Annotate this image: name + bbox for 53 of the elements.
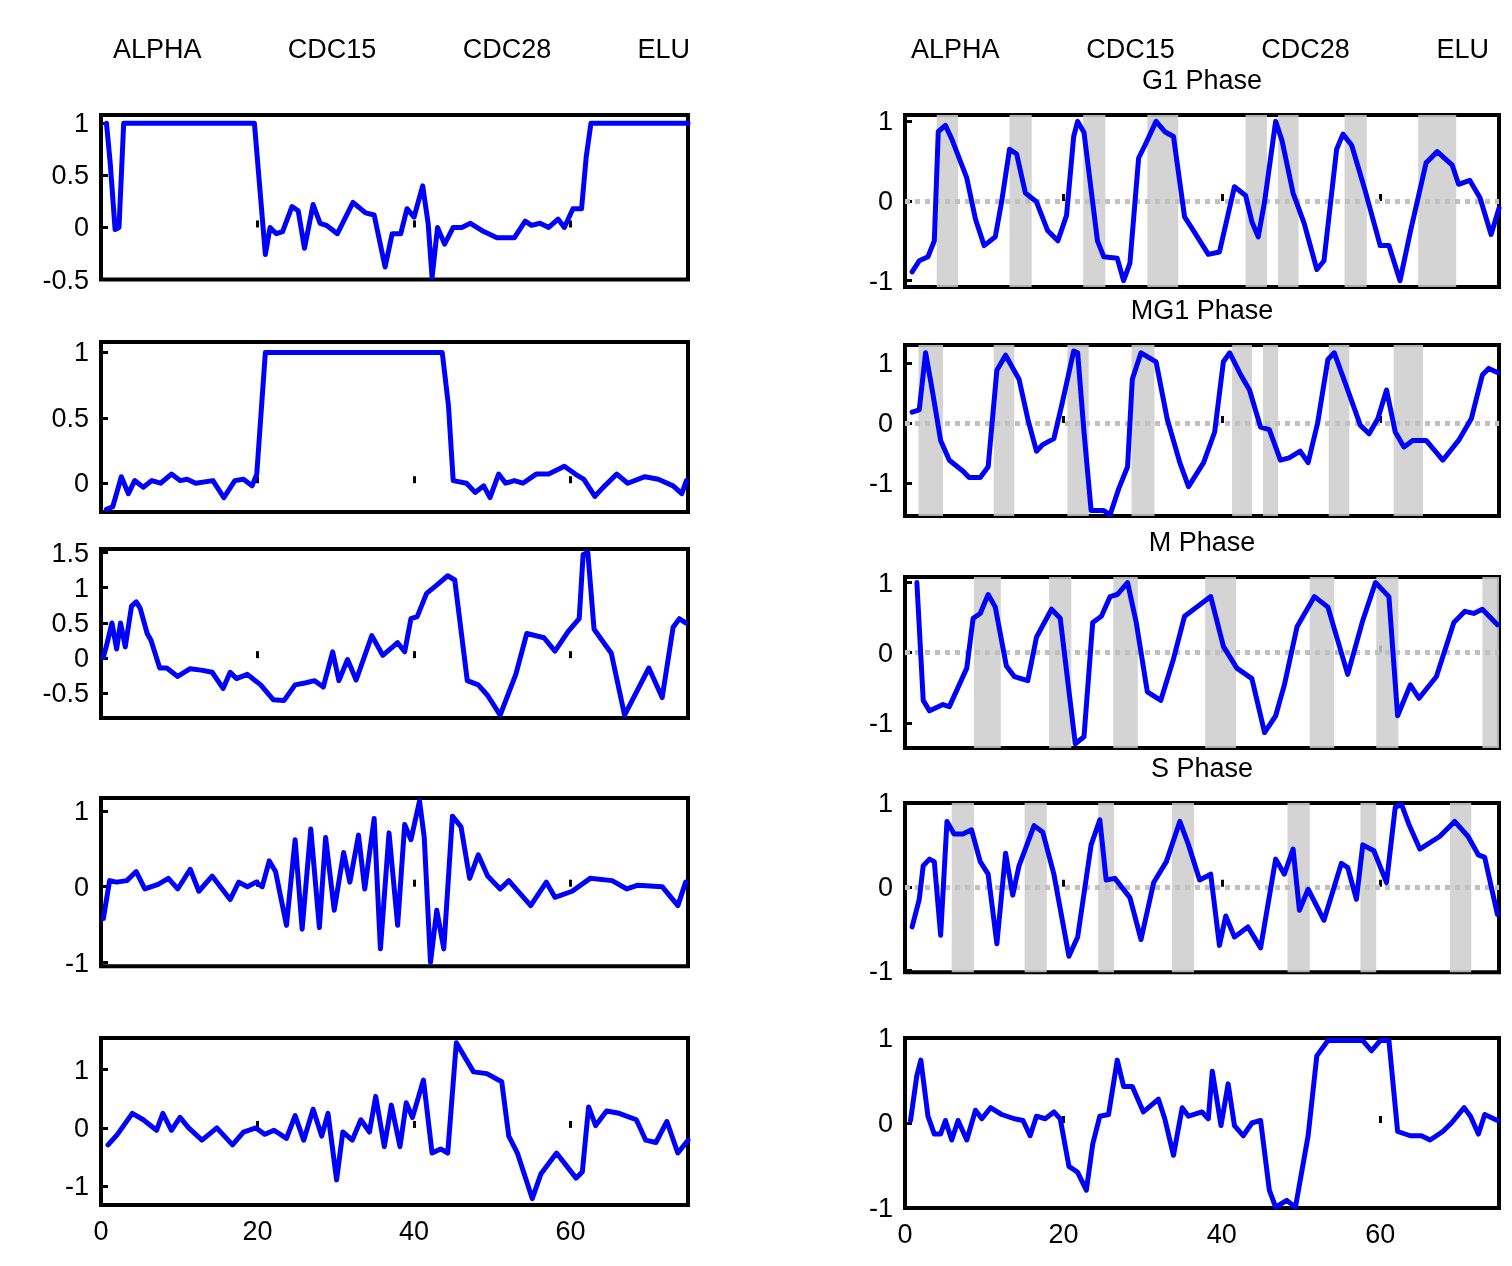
text: ELU [637, 33, 690, 65]
y-tick-label: -1 [64, 947, 89, 978]
y-tick-label: 0 [73, 1112, 89, 1143]
x-tick-label: 60 [555, 1215, 586, 1246]
x-tick-label: 60 [1365, 1218, 1396, 1249]
chart-title: MG1 Phase [1129, 295, 1275, 325]
y-tick-label: -1 [868, 707, 893, 738]
y-tick-label: -1 [64, 1171, 89, 1202]
y-tick-label: 0.5 [51, 607, 89, 638]
x-tick-label: 20 [242, 1215, 273, 1246]
x-tick-label: 40 [399, 1215, 430, 1246]
y-tick-label: 0 [73, 643, 89, 674]
y-tick-label: 1 [73, 795, 89, 826]
y-tick-label: 0 [877, 1108, 893, 1138]
text: ALPHA [911, 33, 1000, 65]
chart-title: G1 Phase [1140, 65, 1264, 95]
y-tick-label: 1 [877, 106, 893, 137]
text: ELU [1436, 33, 1489, 65]
text: CDC28 [1261, 33, 1350, 65]
y-tick-label: 0.5 [51, 402, 89, 433]
text: ALPHA [113, 33, 202, 65]
x-tick-label: 0 [93, 1215, 109, 1246]
chart-title: M Phase [1147, 527, 1257, 557]
y-tick-label: -1 [868, 468, 893, 498]
x-tick-label: 20 [1048, 1218, 1079, 1249]
text: CDC28 [462, 33, 552, 65]
y-tick-label: 1 [877, 567, 893, 598]
y-tick-label: -1 [868, 955, 893, 986]
y-tick-label: 1 [877, 348, 893, 378]
text: CDC15 [1086, 33, 1175, 65]
y-tick-label: 1 [73, 1054, 89, 1085]
y-tick-label: 0.5 [51, 160, 89, 191]
y-tick-label: 0 [877, 637, 893, 668]
y-tick-label: 0 [877, 408, 893, 438]
y-tick-label: 0 [877, 186, 893, 216]
y-tick-label: -0.5 [42, 264, 89, 295]
y-tick-label: -1 [868, 265, 893, 296]
y-tick-label: 1 [877, 1023, 893, 1053]
y-tick-label: 1 [73, 337, 89, 368]
x-tick-label: 40 [1206, 1218, 1237, 1249]
y-tick-label: 1 [73, 108, 89, 139]
y-tick-label: 1 [877, 788, 893, 818]
y-tick-label: 0 [73, 212, 89, 243]
y-tick-label: 1 [73, 572, 89, 603]
text: CDC15 [287, 33, 377, 65]
y-tick-label: -1 [868, 1193, 893, 1223]
y-tick-label: 0 [73, 871, 89, 902]
chart-title: S Phase [1149, 753, 1255, 783]
y-tick-label: -0.5 [42, 678, 89, 709]
x-tick-label: 0 [897, 1218, 913, 1249]
y-tick-label: 0 [73, 468, 89, 499]
y-tick-label: 0 [877, 871, 893, 902]
y-tick-label: 1.5 [51, 537, 89, 568]
